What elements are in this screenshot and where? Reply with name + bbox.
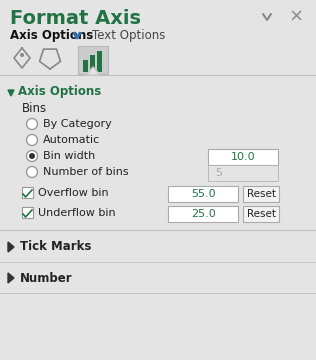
Bar [22, 207, 33, 218]
Bar [78, 46, 108, 74]
Bar [168, 206, 238, 222]
Bar [168, 186, 238, 202]
Text: 25.0: 25.0 [191, 209, 216, 219]
Bar [90, 55, 95, 72]
Bar [97, 51, 102, 72]
Polygon shape [86, 67, 100, 75]
Text: Number of bins: Number of bins [43, 167, 129, 177]
Polygon shape [8, 242, 14, 252]
Text: 55.0: 55.0 [191, 189, 215, 199]
Circle shape [27, 135, 38, 145]
Text: Overflow bin: Overflow bin [38, 188, 109, 198]
Text: Format Axis: Format Axis [10, 9, 141, 27]
Text: Text Options: Text Options [92, 30, 165, 42]
Circle shape [20, 53, 24, 57]
Text: Axis Options: Axis Options [18, 85, 101, 99]
Bar [208, 165, 278, 181]
Polygon shape [8, 90, 14, 96]
Bar [83, 60, 88, 72]
Text: Underflow bin: Underflow bin [38, 208, 116, 218]
Text: ×: × [289, 8, 304, 26]
Text: 5: 5 [215, 168, 222, 178]
Text: Tick Marks: Tick Marks [20, 240, 91, 253]
Text: Axis Options: Axis Options [10, 30, 93, 42]
Text: Bin width: Bin width [43, 151, 95, 161]
Text: 10.0: 10.0 [231, 152, 255, 162]
Circle shape [29, 153, 35, 159]
Circle shape [27, 150, 38, 162]
Bar [243, 206, 279, 222]
Bar [208, 149, 278, 165]
Bar [22, 187, 33, 198]
Text: Reset: Reset [246, 189, 276, 199]
Text: Automatic: Automatic [43, 135, 100, 145]
Text: Number: Number [20, 271, 73, 284]
Polygon shape [8, 273, 14, 283]
Bar [243, 186, 279, 202]
Text: Reset: Reset [246, 209, 276, 219]
Circle shape [27, 118, 38, 130]
Circle shape [27, 166, 38, 177]
Text: Bins: Bins [22, 102, 47, 114]
Text: By Category: By Category [43, 119, 112, 129]
